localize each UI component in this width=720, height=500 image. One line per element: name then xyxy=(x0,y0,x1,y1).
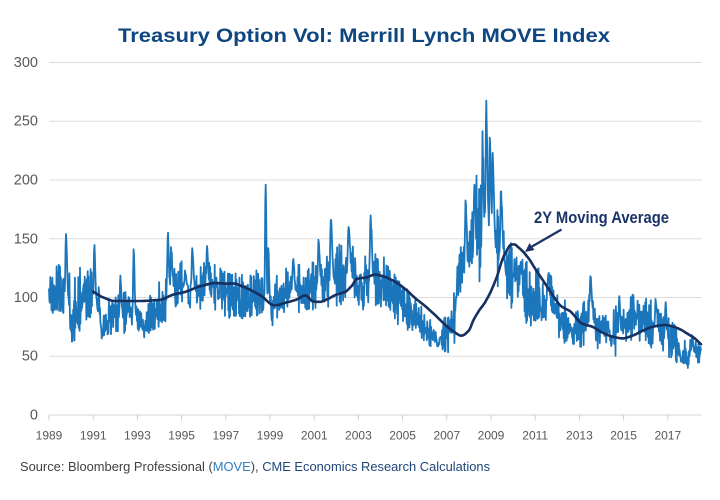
svg-text:2017: 2017 xyxy=(654,429,681,443)
svg-text:300: 300 xyxy=(14,55,38,71)
svg-text:2011: 2011 xyxy=(522,429,548,443)
svg-text:2007: 2007 xyxy=(433,429,460,443)
svg-text:1995: 1995 xyxy=(168,429,195,443)
svg-text:250: 250 xyxy=(14,114,38,130)
svg-text:1997: 1997 xyxy=(212,429,239,443)
svg-text:Treasury Option Vol: Merrill L: Treasury Option Vol: Merrill Lynch MOVE … xyxy=(118,25,610,47)
svg-text:150: 150 xyxy=(14,231,38,247)
svg-text:2005: 2005 xyxy=(389,429,416,443)
svg-text:2015: 2015 xyxy=(610,429,637,443)
svg-text:200: 200 xyxy=(14,173,38,189)
svg-text:0: 0 xyxy=(30,408,38,424)
svg-text:Source: Bloomberg Professional: Source: Bloomberg Professional (MOVE), C… xyxy=(20,459,490,474)
svg-text:2009: 2009 xyxy=(478,429,505,443)
svg-text:2001: 2001 xyxy=(301,429,328,443)
svg-text:1999: 1999 xyxy=(257,429,284,443)
svg-text:1993: 1993 xyxy=(124,429,151,443)
svg-text:2Y Moving Average: 2Y Moving Average xyxy=(534,209,669,227)
svg-text:1991: 1991 xyxy=(80,429,107,443)
svg-text:1989: 1989 xyxy=(36,429,63,443)
svg-text:50: 50 xyxy=(22,349,38,365)
svg-text:100: 100 xyxy=(14,290,38,306)
svg-text:2003: 2003 xyxy=(345,429,372,443)
svg-text:2013: 2013 xyxy=(566,429,593,443)
